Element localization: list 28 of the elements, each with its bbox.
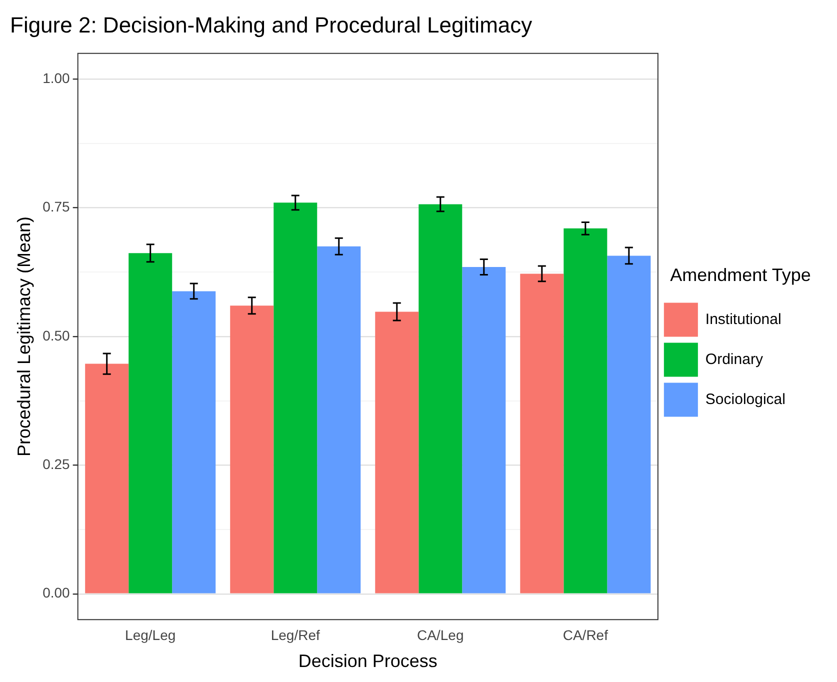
bar [520,274,564,594]
bar [418,204,462,594]
x-axis-title: Decision Process [298,651,438,672]
bar [85,364,129,594]
y-tick-label: 0.75 [42,198,70,215]
legend-label: Institutional [705,310,782,328]
y-axis-title: Procedural Legitimacy (Mean) [14,216,34,457]
y-tick-label: 0.00 [42,584,70,601]
legend-label: Ordinary [705,350,764,368]
bar [607,256,651,594]
legend-label: Sociological [705,390,786,408]
x-tick-label: CA/Ref [562,626,608,643]
y-tick-label: 1.00 [42,70,70,86]
y-tick-label: 0.25 [42,456,70,472]
bar [462,267,506,594]
x-tick-label: Leg/Ref [270,626,320,643]
bar [564,228,608,594]
bar [172,291,216,594]
bar [317,246,361,594]
bar [128,253,172,594]
bar [274,202,318,594]
x-tick-label: Leg/Leg [125,626,176,643]
y-tick-label: 0.50 [42,327,70,344]
x-tick-label: CA/Leg [417,626,464,643]
bar [230,306,274,594]
legend-title: Amendment Type [670,265,811,286]
chart-title: Figure 2: Decision-Making and Procedural Legitimacy [10,12,532,38]
bar [375,312,419,594]
